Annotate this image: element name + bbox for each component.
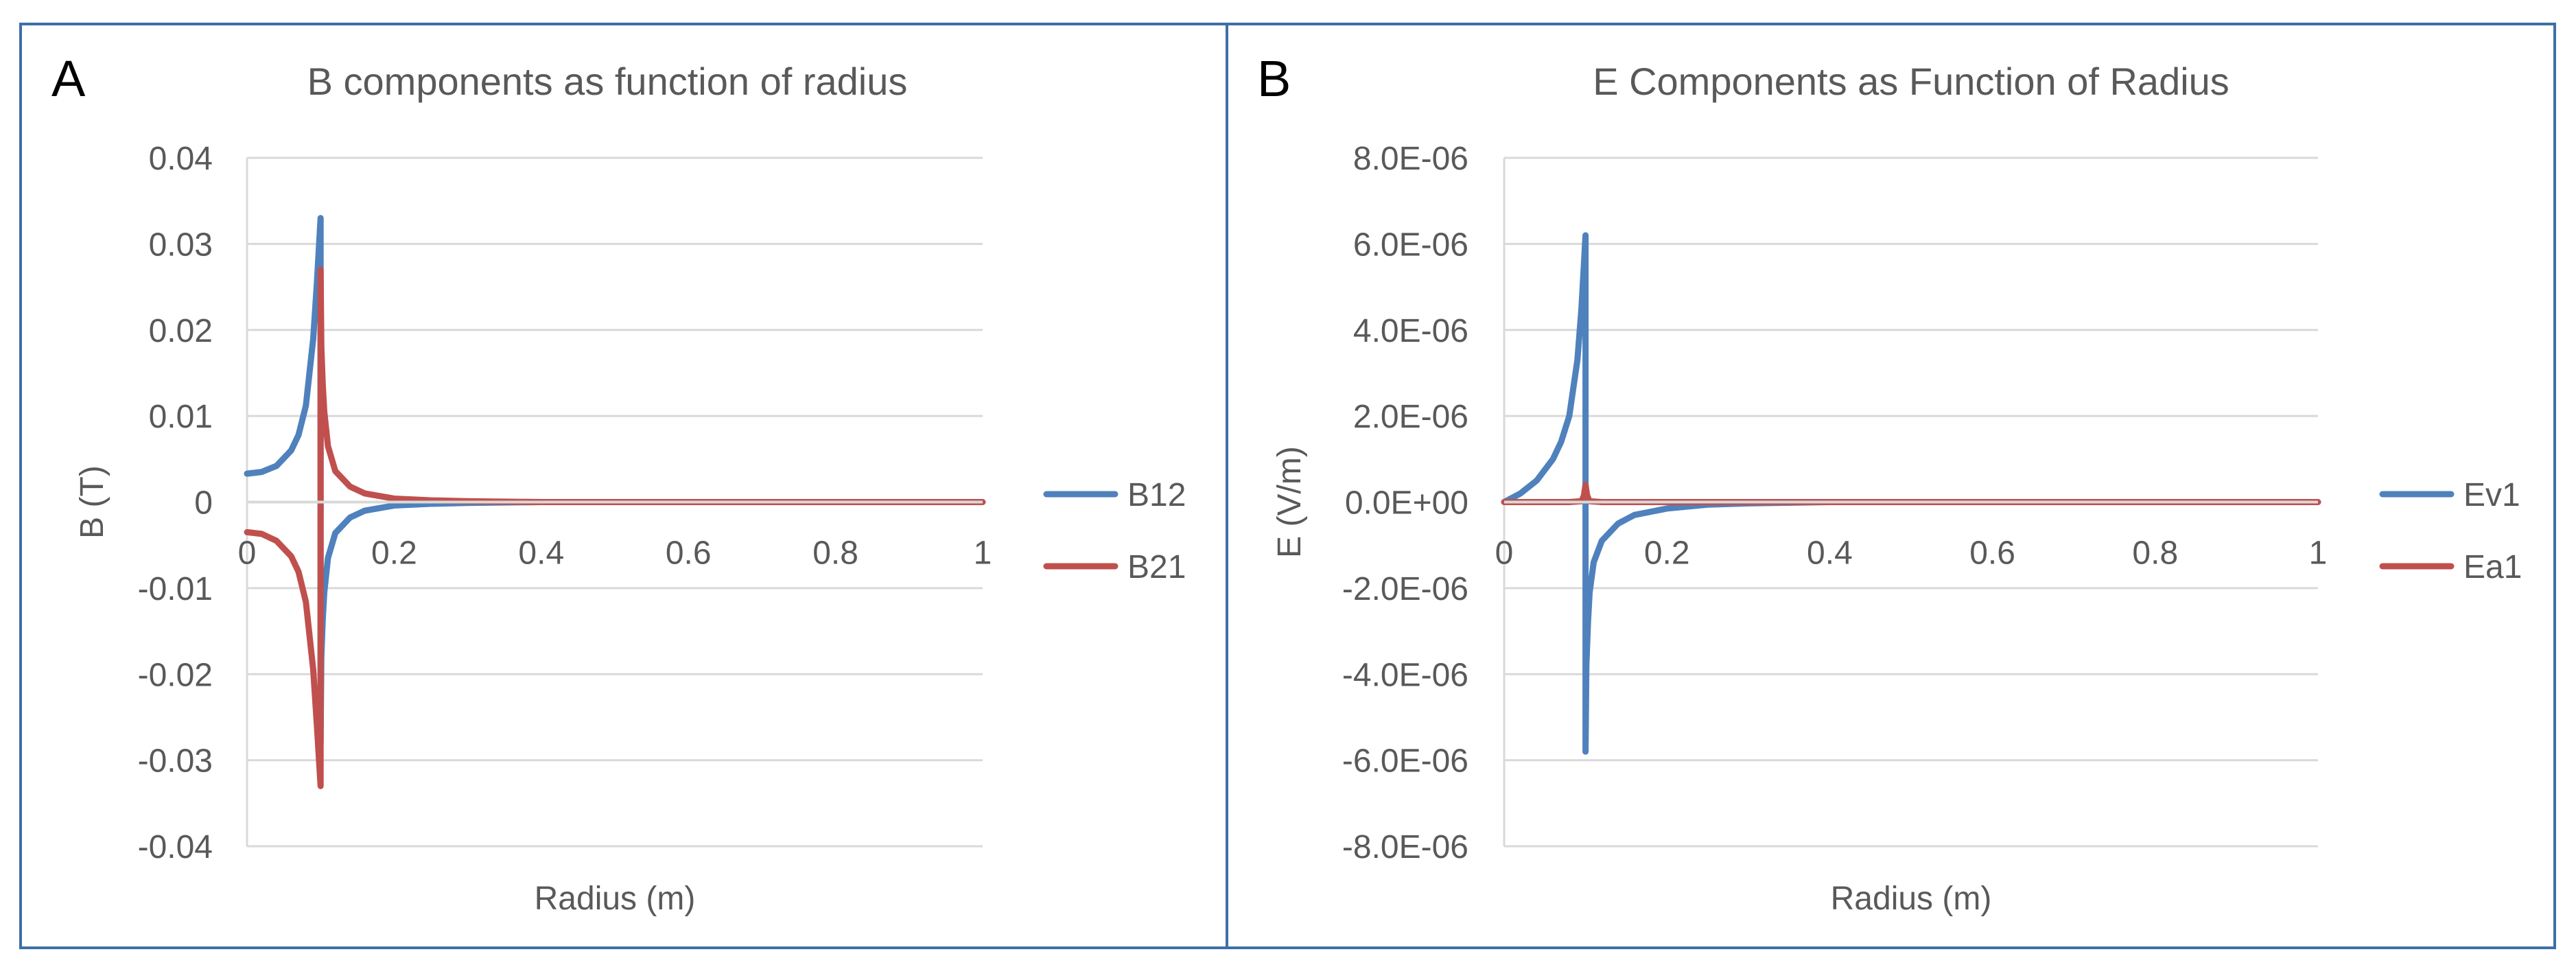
chart-title: B components as function of radius xyxy=(307,60,908,103)
y-tick-label: 2.0E-06 xyxy=(1353,399,1468,435)
y-tick-label: -6.0E-06 xyxy=(1342,743,1468,780)
x-tick-label: 0.8 xyxy=(2132,535,2178,572)
y-tick-label: 4.0E-06 xyxy=(1353,313,1468,349)
y-axis-title: B (T) xyxy=(74,465,110,539)
x-tick-label: 0.2 xyxy=(1644,535,1690,572)
y-tick-label: -0.03 xyxy=(138,743,213,780)
series-line-b21 xyxy=(244,266,986,789)
y-tick-label: -0.02 xyxy=(138,657,213,693)
chart-title: E Components as Function of Radius xyxy=(1593,60,2229,103)
panel-label: A xyxy=(51,50,86,107)
legend-label-ea1: Ea1 xyxy=(2463,549,2522,585)
panel-b: B E Components as Function of Radius 8.0E-… xyxy=(1257,50,2522,917)
x-axis-title: Radius (m) xyxy=(1831,881,1992,917)
legend-label-b21: B21 xyxy=(1127,549,1186,585)
x-axis-title: Radius (m) xyxy=(535,881,696,917)
y-tick-label: -2.0E-06 xyxy=(1342,571,1468,607)
y-tick-label: 6.0E-06 xyxy=(1353,226,1468,263)
panel-label: B xyxy=(1257,50,1291,107)
panel-a: A B components as function of radius 0.04 0… xyxy=(51,50,1186,917)
series-line-ea1 xyxy=(1501,481,2321,505)
y-tick-label: 0.0E+00 xyxy=(1345,485,1468,522)
y-tick-label: 0 xyxy=(194,485,213,522)
x-tick-label: 1 xyxy=(2309,535,2328,572)
legend-label-b12: B12 xyxy=(1127,477,1186,513)
y-tick-label: 8.0E-06 xyxy=(1353,141,1468,177)
panel-b-frame xyxy=(1226,23,2556,949)
x-tick-label: 0.4 xyxy=(1807,535,1853,572)
y-tick-label: -4.0E-06 xyxy=(1342,657,1468,693)
x-tick-label: 0 xyxy=(1495,535,1514,572)
y-tick-label: -0.01 xyxy=(138,571,213,607)
y-axis-title: E (V/m) xyxy=(1272,446,1308,558)
y-tick-label: 0.02 xyxy=(149,313,213,349)
x-tick-label: 1 xyxy=(974,535,992,572)
x-tick-label: 0.8 xyxy=(812,535,858,572)
x-tick-label: 0.4 xyxy=(518,535,564,572)
y-tick-label: -0.04 xyxy=(138,829,213,865)
x-tick-label: 0 xyxy=(238,535,257,572)
x-tick-label: 0.6 xyxy=(666,535,712,572)
x-tick-label: 0.2 xyxy=(371,535,417,572)
y-tick-label: -8.0E-06 xyxy=(1342,829,1468,865)
legend-label-ev1: Ev1 xyxy=(2463,477,2520,513)
y-tick-label: 0.04 xyxy=(149,141,213,177)
series-line-b12 xyxy=(244,215,986,747)
y-tick-label: 0.01 xyxy=(149,399,213,435)
y-tick-label: 0.03 xyxy=(149,226,213,263)
x-tick-label: 0.6 xyxy=(1969,535,2015,572)
